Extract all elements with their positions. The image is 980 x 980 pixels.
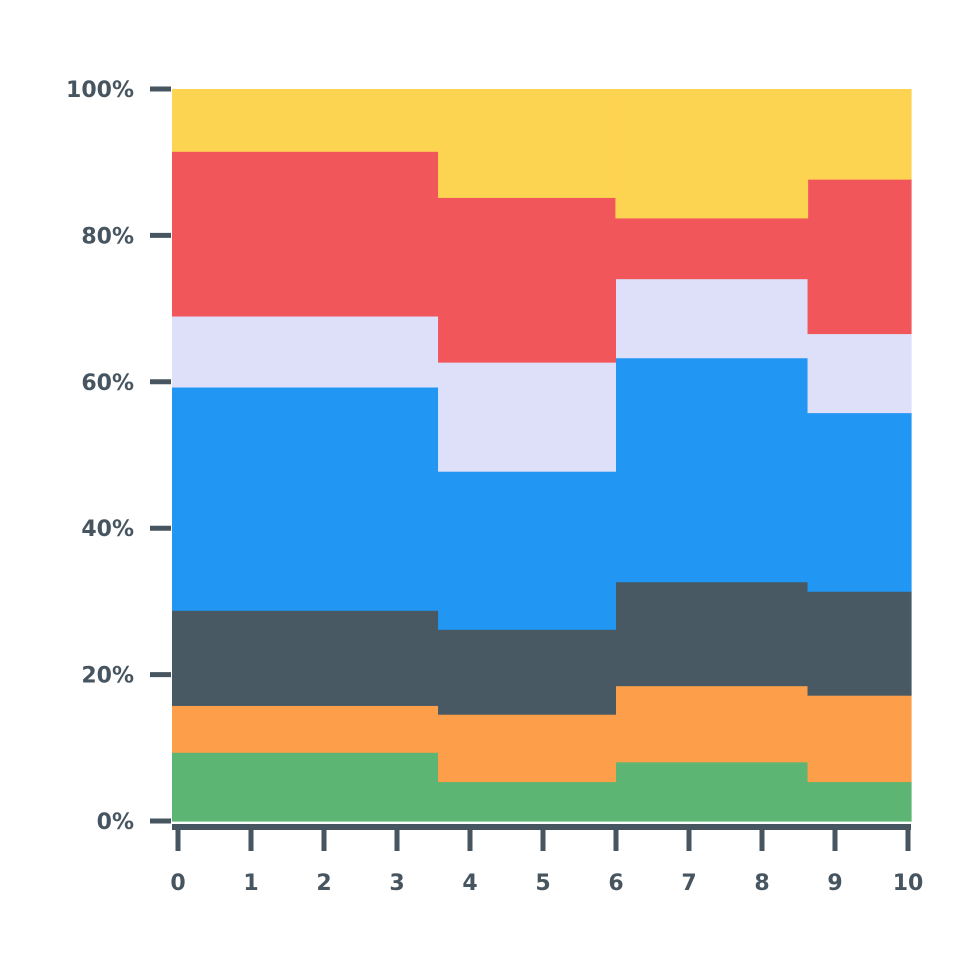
area-segment xyxy=(615,357,809,583)
area-segment xyxy=(438,781,616,822)
area-segment xyxy=(172,752,439,822)
area-segment xyxy=(172,151,439,317)
x-tick-label: 5 xyxy=(535,871,550,896)
x-tick-label: 6 xyxy=(608,871,623,896)
x-tick-label: 3 xyxy=(389,871,404,896)
area-segment xyxy=(807,412,912,592)
area-segment xyxy=(438,629,616,715)
area-series-1 xyxy=(172,752,912,822)
area-segment xyxy=(438,714,616,783)
x-tick-label: 10 xyxy=(893,871,924,896)
x-tick-label: 4 xyxy=(462,871,477,896)
y-tick-label: 80% xyxy=(81,224,134,249)
x-axis: 0 1 2 3 4 5 6 7 8 9 10 xyxy=(170,824,924,896)
area-segment xyxy=(615,217,809,280)
area-segment xyxy=(438,197,616,363)
area-series-3 xyxy=(172,581,912,715)
area-segment xyxy=(807,179,912,335)
area-series-4 xyxy=(172,357,912,630)
area-series-7 xyxy=(172,89,912,219)
area-segment xyxy=(172,610,439,706)
x-tick-label: 2 xyxy=(316,871,331,896)
area-series-2 xyxy=(172,685,912,783)
area-segment xyxy=(807,89,912,180)
area-segment xyxy=(615,581,809,687)
area-segment xyxy=(172,386,439,611)
x-tick-label: 7 xyxy=(681,871,696,896)
area-segment xyxy=(615,685,809,763)
area-segment xyxy=(172,705,439,753)
x-tick-label: 0 xyxy=(170,871,185,896)
x-tick-label: 9 xyxy=(827,871,842,896)
area-series-5 xyxy=(172,278,912,472)
area-segment xyxy=(438,471,616,630)
y-tick-label: 20% xyxy=(81,664,134,689)
area-segment xyxy=(807,591,912,696)
area-segment xyxy=(615,761,809,822)
area-segment xyxy=(172,315,439,388)
area-segment xyxy=(172,89,439,152)
area-segment xyxy=(438,89,616,198)
x-tick-label: 8 xyxy=(754,871,769,896)
area-segment xyxy=(615,89,809,219)
y-tick-label: 40% xyxy=(81,517,134,542)
area-series-6 xyxy=(172,151,912,363)
area-segment xyxy=(807,333,912,414)
y-tick-label: 60% xyxy=(81,371,134,396)
area-segment xyxy=(807,695,912,783)
area-series-group xyxy=(172,89,912,822)
y-axis: 0% 20% 40% 60% 80% 100% xyxy=(66,78,171,835)
x-tick-label: 1 xyxy=(243,871,258,896)
y-tick-label: 100% xyxy=(66,78,134,103)
area-segment xyxy=(438,362,616,472)
area-segment xyxy=(807,781,912,822)
area-segment xyxy=(615,278,809,359)
y-tick-label: 0% xyxy=(97,810,134,835)
